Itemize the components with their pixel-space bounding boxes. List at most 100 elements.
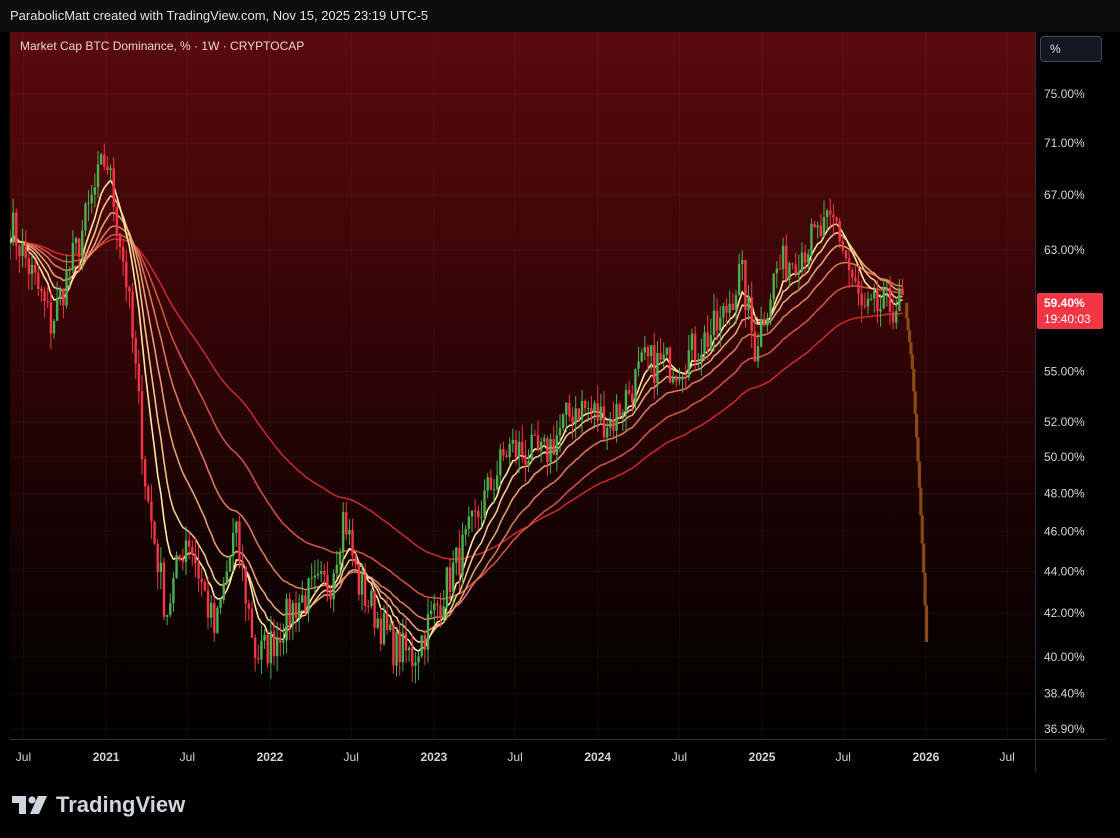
candle <box>486 472 489 499</box>
candle <box>549 433 552 474</box>
candle <box>901 278 904 295</box>
candle <box>238 515 241 569</box>
candle <box>341 502 345 570</box>
candle <box>530 423 533 462</box>
candle <box>778 254 782 270</box>
candle <box>147 483 150 504</box>
candle <box>659 338 662 365</box>
y-tick-label: 71.00% <box>1044 136 1085 150</box>
symbol-legend[interactable]: Market Cap BTC Dominance, % · 1W · CRYPT… <box>20 39 305 53</box>
candle <box>769 293 772 326</box>
tradingview-logo-text: TradingView <box>56 792 186 817</box>
candle <box>231 518 235 572</box>
candle <box>209 595 213 628</box>
projection-bar <box>910 354 914 370</box>
candle <box>668 346 672 384</box>
x-tick-label: Jul <box>180 750 195 764</box>
candle <box>687 334 691 381</box>
candle <box>599 393 603 424</box>
candle <box>700 338 703 376</box>
y-tick-label: 50.00% <box>1044 450 1085 464</box>
y-tick-label: 75.00% <box>1044 87 1085 101</box>
x-tick-label: Jul <box>999 750 1014 764</box>
price-chart[interactable] <box>10 32 1035 739</box>
candle <box>539 437 543 463</box>
axis-corner <box>1035 739 1106 772</box>
candle <box>360 563 364 611</box>
candle <box>62 288 65 318</box>
candle <box>555 420 559 472</box>
candle <box>451 550 455 605</box>
x-tick-label: Jul <box>672 750 687 764</box>
candle <box>605 421 609 451</box>
x-tick-label: Jul <box>507 750 522 764</box>
candle <box>552 425 555 456</box>
candle <box>637 346 640 377</box>
candle <box>851 267 854 287</box>
candle <box>93 173 97 208</box>
candle <box>429 600 433 619</box>
candle <box>728 290 731 326</box>
candle <box>543 434 546 447</box>
plot-area[interactable] <box>10 32 1035 739</box>
candle <box>467 506 471 537</box>
candle <box>822 200 826 238</box>
candle <box>269 615 273 679</box>
candle <box>442 589 445 623</box>
candle <box>825 208 829 231</box>
candle <box>781 237 785 280</box>
candle <box>473 498 477 529</box>
candle <box>791 262 794 270</box>
candle <box>143 455 147 500</box>
candle <box>458 530 461 591</box>
candle <box>615 394 618 443</box>
candle <box>128 285 131 309</box>
candle <box>813 220 816 228</box>
candle <box>385 598 389 635</box>
candle <box>354 553 357 569</box>
candle <box>376 611 379 630</box>
candle <box>81 220 84 271</box>
candle <box>191 539 194 566</box>
candle <box>753 315 757 363</box>
candle <box>55 281 59 321</box>
candle <box>121 239 125 276</box>
candle <box>21 228 24 268</box>
candle <box>27 250 31 290</box>
candle <box>706 315 709 361</box>
candle <box>297 594 301 633</box>
candle <box>763 311 766 327</box>
candle <box>524 440 527 483</box>
candle <box>533 429 537 436</box>
candle <box>184 526 188 576</box>
candle <box>417 651 420 681</box>
candle <box>731 292 735 311</box>
candle <box>448 558 452 604</box>
candle <box>568 394 571 422</box>
projection-bar <box>914 414 919 438</box>
percent-scale-button[interactable]: % <box>1040 36 1102 62</box>
projection-bar <box>912 369 916 392</box>
candle <box>389 619 392 633</box>
candle <box>697 352 700 371</box>
price-axis-labels: 75.00% 71.00% 67.00% 63.00% 55.00% 52.00% 50.0… <box>1044 87 1085 736</box>
projection-bar <box>924 605 929 643</box>
candle <box>653 332 656 399</box>
candle <box>131 282 134 353</box>
candle <box>489 469 493 491</box>
tradingview-logo-icon <box>12 796 47 814</box>
candle <box>590 395 593 424</box>
candle <box>338 547 342 576</box>
candle <box>678 367 681 386</box>
candle <box>137 349 141 405</box>
candle <box>609 412 612 437</box>
tradingview-logo[interactable]: TradingView <box>12 790 185 820</box>
candle <box>734 289 738 324</box>
candle <box>235 520 238 547</box>
price-axis[interactable]: 75.00% 71.00% 67.00% 63.00% 55.00% 52.00% 50.0… <box>1035 32 1106 739</box>
candle <box>52 318 56 339</box>
candle <box>294 591 298 633</box>
candle <box>536 420 540 453</box>
time-axis[interactable]: Jul 2021 Jul 2022 Jul 2023 Jul 2024 Jul 2025 Jul 20… <box>10 739 1035 772</box>
candle <box>304 590 307 616</box>
